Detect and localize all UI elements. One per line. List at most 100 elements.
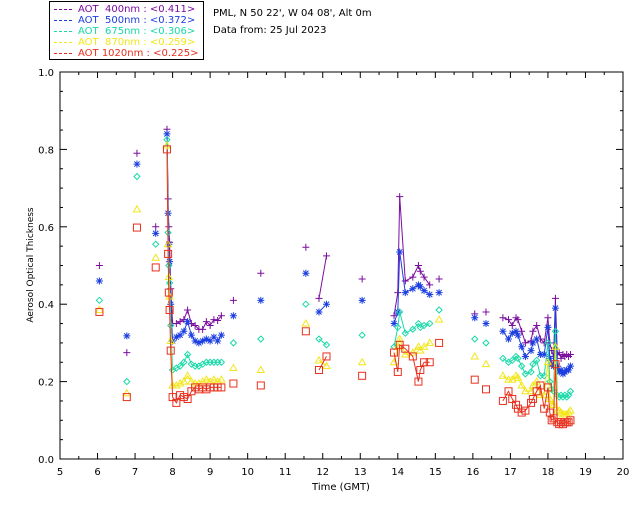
x-tick-label: 20 — [617, 467, 630, 478]
data-point — [229, 339, 238, 347]
data-point — [498, 396, 507, 405]
data-point — [210, 333, 218, 341]
data-point — [151, 253, 161, 261]
data-point — [527, 368, 535, 376]
data-point — [179, 377, 189, 385]
x-tick-label: 8 — [169, 467, 175, 478]
data-point — [217, 331, 225, 339]
data-point — [543, 357, 553, 366]
y-axis-title: Aerosol Optical Thickness — [26, 207, 36, 323]
x-tick-label: 12 — [316, 467, 329, 478]
data-point — [557, 366, 565, 374]
data-point — [217, 358, 226, 366]
data-point — [322, 300, 330, 308]
data-point — [165, 306, 174, 315]
data-point — [202, 335, 210, 343]
data-point — [95, 262, 103, 269]
x-tick-label: 19 — [579, 467, 592, 478]
x-ticks: 5 6 7 8 9 10 11 12 13 14 15 16 17 18 19 20 — [57, 72, 630, 478]
data-point — [521, 386, 530, 395]
data-point — [394, 308, 402, 316]
data-point — [521, 406, 530, 415]
data-point — [166, 258, 174, 266]
data-point — [132, 223, 141, 232]
data-point — [256, 365, 266, 373]
data-point — [517, 362, 526, 370]
data-point — [435, 275, 443, 283]
data-point — [123, 332, 131, 340]
data-point — [414, 377, 423, 386]
data-point — [507, 375, 517, 383]
data-point — [401, 277, 409, 285]
data-point — [122, 388, 132, 397]
data-point — [546, 377, 554, 386]
legend-swatch-870 — [54, 41, 72, 43]
data-point — [425, 358, 434, 367]
data-point — [396, 248, 404, 256]
data-point — [435, 338, 444, 347]
data-point — [470, 351, 480, 360]
data-point — [152, 223, 160, 231]
data-point — [152, 240, 160, 248]
data-point — [420, 287, 428, 295]
data-point — [551, 360, 560, 369]
data-point — [183, 395, 192, 404]
data-point — [133, 160, 141, 168]
legend-swatch-400 — [54, 8, 72, 10]
data-point — [408, 352, 417, 361]
data-point — [95, 305, 104, 314]
data-point — [409, 285, 417, 293]
data-point — [566, 387, 575, 395]
data-point — [505, 335, 513, 343]
data-point — [566, 416, 575, 425]
data-point — [214, 337, 222, 345]
data-point — [390, 320, 398, 328]
data-point — [302, 300, 310, 308]
data-point — [167, 300, 175, 308]
data-point — [415, 346, 425, 354]
data-point — [229, 363, 238, 372]
x-tick-label: 9 — [207, 467, 213, 478]
data-point — [133, 149, 141, 157]
data-point — [175, 379, 185, 387]
data-point — [551, 327, 560, 335]
data-point — [408, 348, 418, 356]
data-point — [499, 314, 507, 322]
series-layer — [95, 125, 575, 429]
data-point — [521, 352, 529, 360]
data-point — [527, 347, 535, 355]
data-point — [358, 371, 367, 380]
data-point — [122, 393, 131, 402]
data-point — [566, 406, 575, 414]
data-point — [434, 315, 444, 323]
data-point — [529, 327, 537, 335]
data-point — [565, 366, 573, 374]
data-point — [357, 357, 367, 366]
data-point — [533, 321, 541, 329]
data-point — [521, 339, 529, 347]
data-point — [162, 145, 171, 154]
data-point — [163, 130, 171, 138]
data-point — [553, 362, 561, 370]
data-point — [546, 354, 554, 362]
data-point — [517, 380, 527, 389]
data-point — [390, 348, 399, 357]
legend-label-500: AOT 500nm : <0.372> — [78, 15, 196, 26]
data-point — [435, 289, 443, 297]
data-point — [214, 316, 222, 324]
data-point — [183, 350, 192, 359]
data-point — [513, 373, 523, 381]
data-point — [166, 346, 175, 355]
data-point — [482, 339, 490, 347]
x-axis-title: Time (GMT) — [311, 482, 370, 493]
x-tick-label: 11 — [279, 467, 292, 478]
y-tick-label: 1.0 — [38, 68, 54, 79]
x-tick-label: 7 — [132, 467, 138, 478]
data-point — [394, 289, 402, 297]
data-point — [172, 398, 181, 407]
legend-label-870: AOT 870nm : <0.259> — [78, 37, 196, 48]
data-point — [180, 358, 188, 366]
y-tick-label: 0.2 — [38, 378, 54, 389]
data-point — [482, 385, 491, 394]
